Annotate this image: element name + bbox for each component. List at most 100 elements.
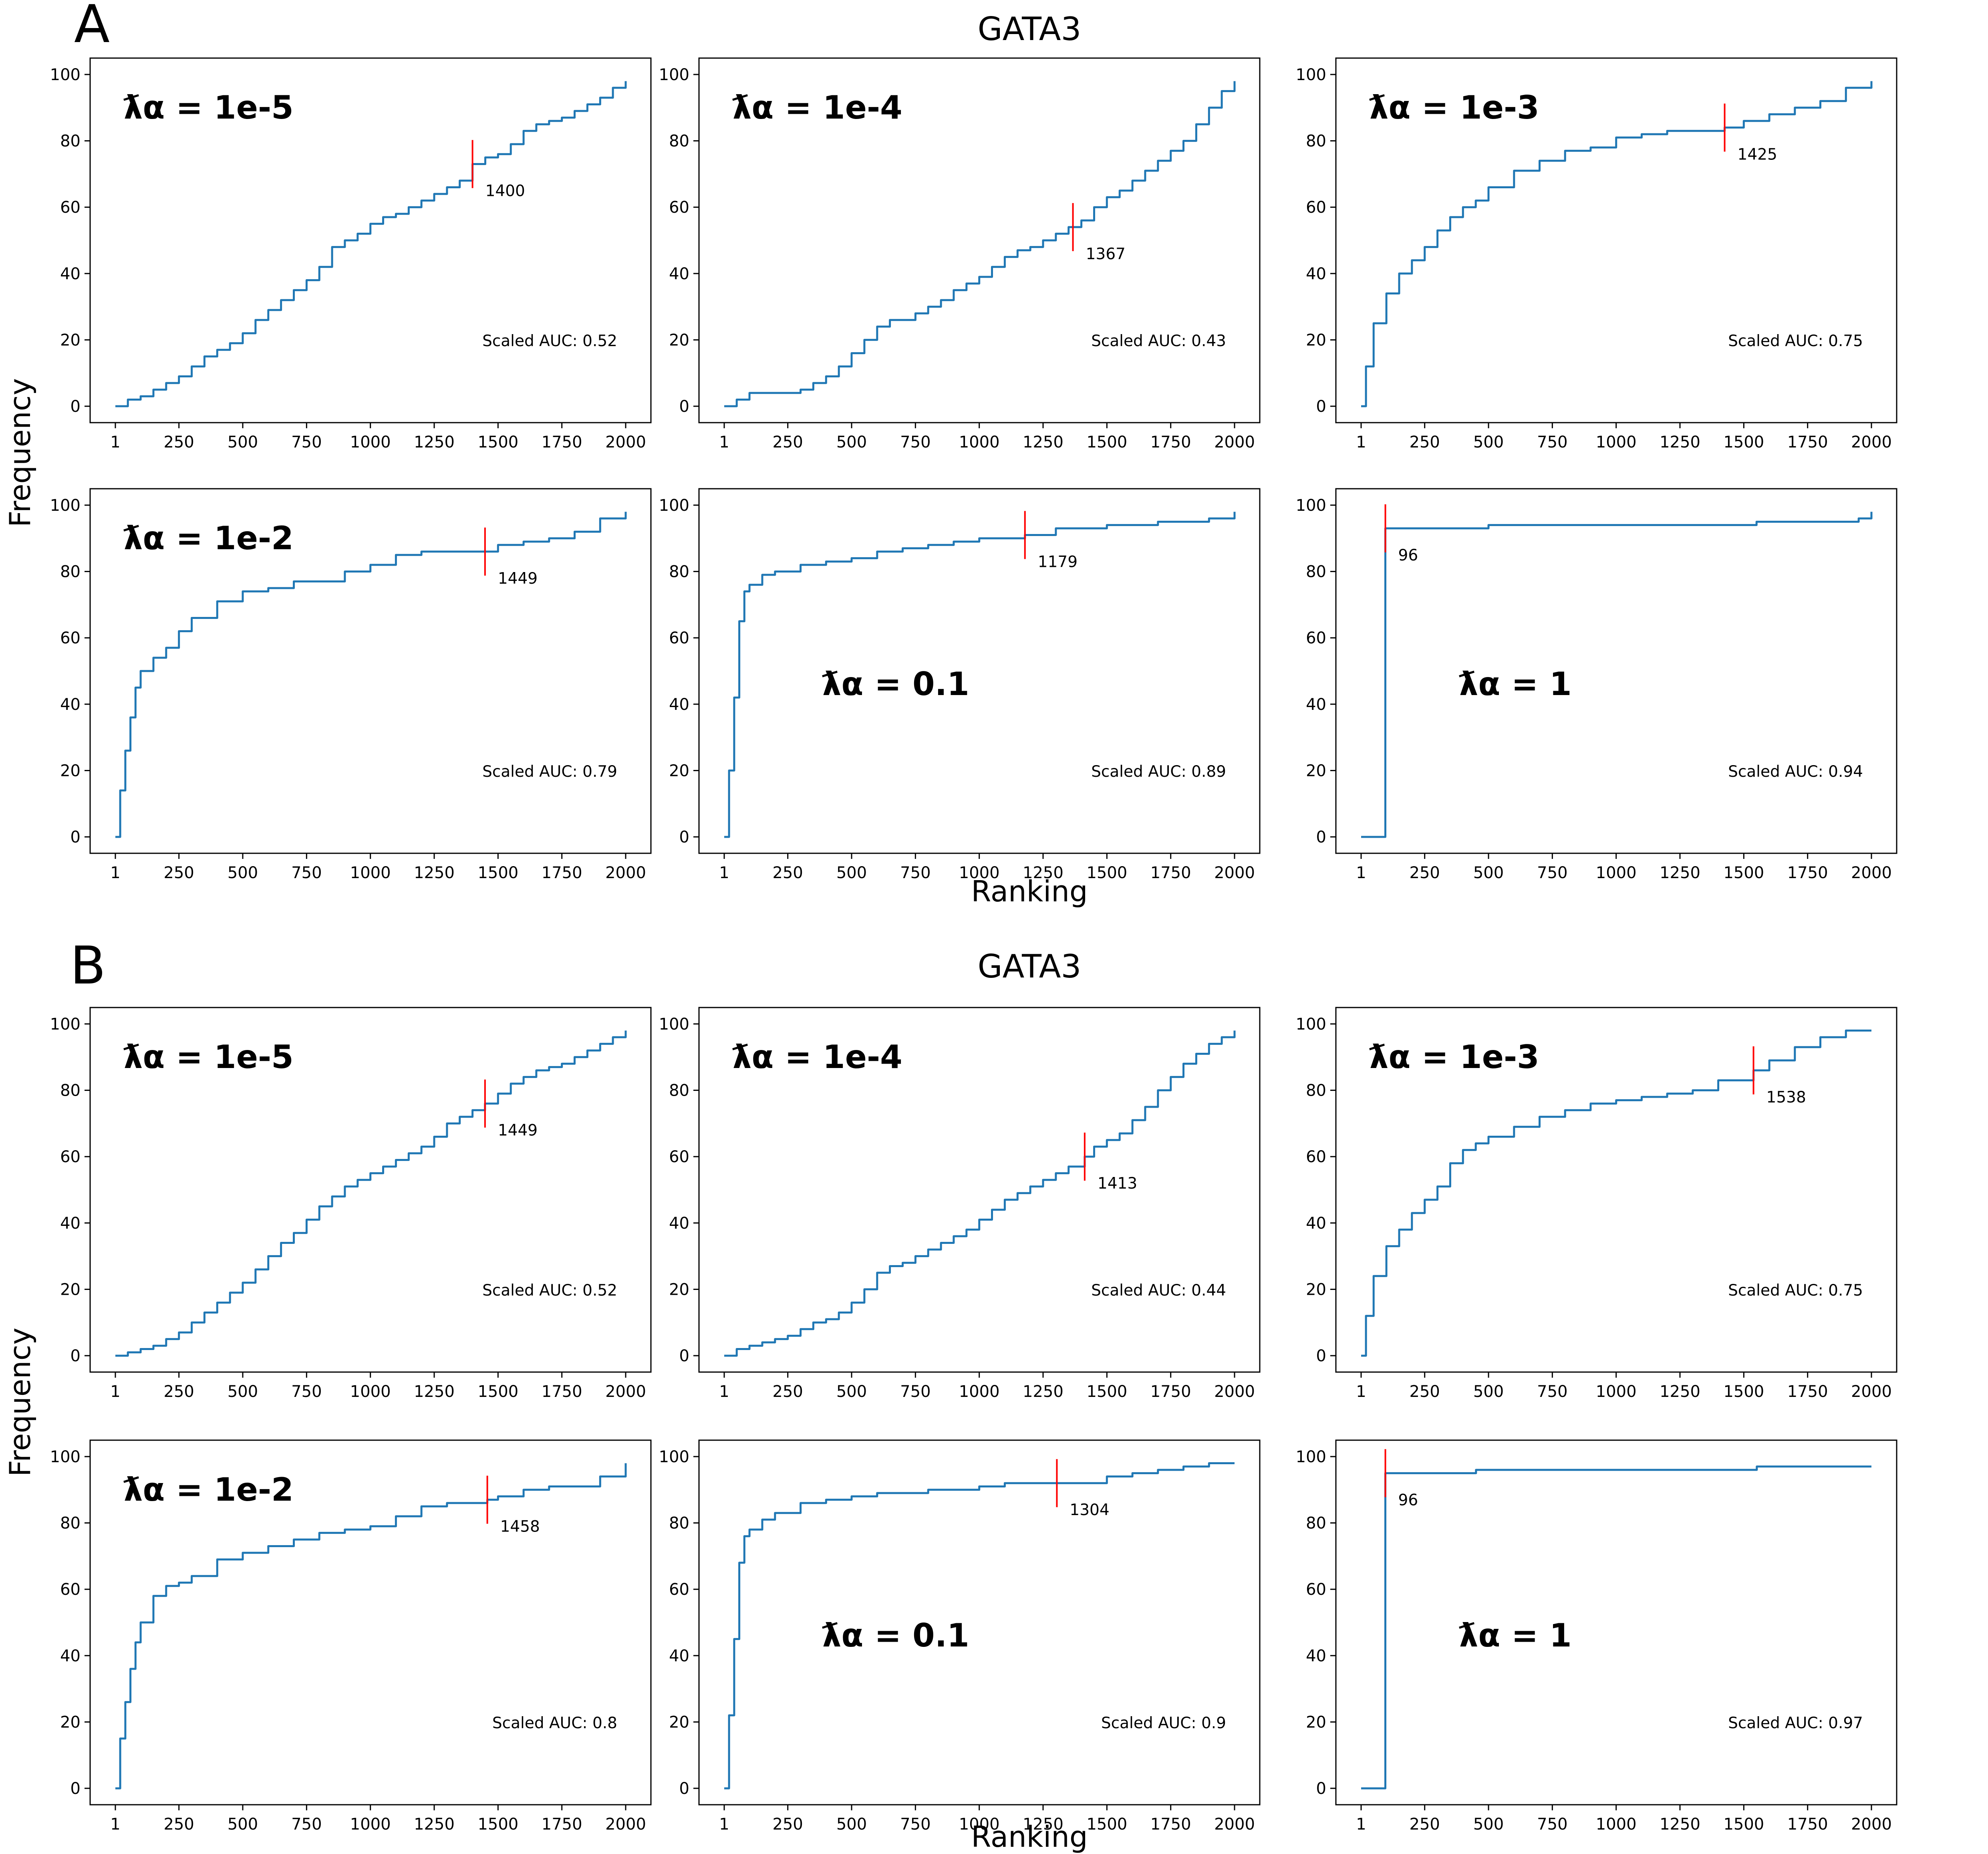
x-tick-label: 1250	[1023, 864, 1063, 882]
y-tick-label: 80	[669, 563, 689, 581]
x-tick-label: 500	[228, 433, 258, 451]
panel-a-plot-5-lambda-label: ƛα = 0.1	[822, 665, 969, 703]
x-tick-label: 1000	[350, 1382, 391, 1401]
x-tick-label: 1000	[1596, 864, 1637, 882]
x-tick-label: 1250	[414, 864, 455, 882]
panel-b-plot-5: 1 250 500 750 1000 1250 1500 1750 20000204060801…	[659, 1439, 1261, 1834]
y-tick-label: 60	[1306, 1580, 1326, 1599]
y-tick-label: 60	[60, 198, 81, 217]
x-tick-label: 1250	[414, 433, 455, 451]
panel-a-title: GATA3	[978, 10, 1082, 48]
x-tick-label: 1750	[1150, 864, 1191, 882]
x-tick-label: 1000	[1596, 433, 1637, 451]
y-tick-label: 20	[1306, 1280, 1326, 1299]
x-tick-label: 1500	[1723, 864, 1764, 882]
x-tick-label: 1750	[1150, 433, 1191, 451]
x-tick-label: 1750	[542, 1382, 582, 1401]
panel-b-plot-6-curve	[1361, 1465, 1871, 1790]
y-tick-label: 40	[1306, 1647, 1326, 1665]
y-tick-label: 20	[60, 331, 81, 349]
x-tick-label: 2000	[1851, 1382, 1892, 1401]
y-tick-label: 40	[669, 1647, 689, 1665]
x-tick-label: 1000	[350, 1815, 391, 1834]
panel-a-plot-2-marker-label: 1367	[1086, 245, 1126, 263]
y-tick-label: 40	[1306, 695, 1326, 714]
panel-b-plot-3-curve	[1361, 1030, 1871, 1357]
x-tick-label: 1750	[542, 1815, 582, 1834]
panel-b-plot-3: 1 250 500 750 1000 1250 1500 1750 20000204060801…	[1296, 1007, 1897, 1401]
x-tick-label: 500	[228, 1815, 258, 1834]
x-tick-label: 1250	[1660, 433, 1700, 451]
panel-a-plot-6: 1 250 500 750 1000 1250 1500 1750 20000204060801…	[1296, 488, 1897, 882]
subplots-layer: 1 250 500 750 1000 1250 1500 1750 20000204060801…	[50, 57, 1897, 1834]
panel-a-plot-4-lambda-label: ƛα = 1e-2	[123, 520, 294, 557]
panel-a-plot-1: 1 250 500 750 1000 1250 1500 1750 20000204060801…	[50, 57, 652, 451]
panel-b-plot-1-auc-label: Scaled AUC: 0.52	[482, 1282, 617, 1300]
panel-a-plot-6-auc-label: Scaled AUC: 0.94	[1728, 763, 1863, 781]
panel-a-plot-2: 1 250 500 750 1000 1250 1500 1750 20000204060801…	[659, 57, 1261, 451]
panel-b-plot-6-lambda-label: ƛα = 1	[1459, 1617, 1572, 1654]
x-tick-label: 1	[110, 1815, 120, 1834]
x-tick-label: 1	[1356, 1382, 1366, 1401]
y-tick-label: 80	[1306, 1082, 1326, 1100]
x-tick-label: 1000	[350, 433, 391, 451]
x-tick-label: 500	[836, 1815, 867, 1834]
panel-a-plot-1-auc-label: Scaled AUC: 0.52	[482, 332, 617, 350]
y-tick-label: 80	[60, 1082, 81, 1100]
x-tick-label: 2000	[1214, 1815, 1255, 1834]
x-tick-label: 250	[164, 1815, 194, 1834]
x-tick-label: 750	[291, 1815, 322, 1834]
panel-b-plot-3-lambda-label: ƛα = 1e-3	[1369, 1038, 1539, 1076]
x-tick-label: 500	[1473, 1815, 1504, 1834]
x-tick-label: 2000	[1851, 1815, 1892, 1834]
x-tick-label: 250	[773, 864, 803, 882]
y-axis-label-b: Frequency	[3, 1328, 37, 1477]
x-tick-label: 1250	[414, 1382, 455, 1401]
panel-b-plot-6: 1 250 500 750 1000 1250 1500 1750 20000204060801…	[1296, 1439, 1897, 1834]
x-tick-label: 1750	[1150, 1815, 1191, 1834]
x-tick-label: 500	[836, 864, 867, 882]
y-tick-label: 100	[1296, 1448, 1326, 1466]
y-tick-label: 40	[60, 1647, 81, 1665]
x-tick-label: 500	[228, 1382, 258, 1401]
panel-a-plot-5: 1 250 500 750 1000 1250 1500 1750 20000204060801…	[659, 488, 1261, 882]
y-tick-label: 0	[70, 1779, 81, 1798]
y-tick-label: 80	[669, 1514, 689, 1533]
y-tick-label: 80	[669, 1082, 689, 1100]
panel-b-title: GATA3	[978, 948, 1082, 985]
x-tick-label: 1500	[1086, 864, 1127, 882]
y-tick-label: 40	[1306, 1214, 1326, 1233]
panel-a-plot-3-curve	[1361, 81, 1873, 407]
y-tick-label: 0	[1316, 828, 1326, 846]
panel-a-plot-1-lambda-label: ƛα = 1e-5	[123, 89, 294, 126]
panel-a-plot-4-marker-label: 1449	[498, 570, 538, 588]
x-tick-label: 1500	[1086, 1382, 1127, 1401]
y-tick-label: 100	[50, 496, 81, 515]
y-tick-label: 20	[669, 1280, 689, 1299]
y-tick-label: 20	[1306, 1713, 1326, 1731]
x-tick-label: 1500	[477, 1382, 518, 1401]
x-tick-label: 750	[291, 864, 322, 882]
panel-a-plot-3-marker-label: 1425	[1738, 145, 1777, 163]
x-tick-label: 250	[773, 1815, 803, 1834]
panel-a-plot-5-frame	[698, 488, 1261, 854]
panel-b-plot-4-auc-label: Scaled AUC: 0.8	[492, 1714, 617, 1732]
x-tick-label: 1750	[1150, 1382, 1191, 1401]
y-tick-label: 0	[70, 828, 81, 846]
y-tick-label: 60	[669, 1148, 689, 1166]
y-tick-label: 20	[1306, 331, 1326, 349]
y-tick-label: 0	[1316, 1347, 1326, 1365]
y-tick-label: 40	[60, 695, 81, 714]
x-tick-label: 1250	[1023, 1382, 1063, 1401]
y-tick-label: 100	[1296, 66, 1326, 84]
x-axis-label-b: Ranking	[971, 1820, 1088, 1854]
x-tick-label: 2000	[605, 864, 646, 882]
y-tick-label: 40	[669, 1214, 689, 1233]
x-tick-label: 250	[164, 433, 194, 451]
x-tick-label: 750	[1537, 1382, 1567, 1401]
x-tick-label: 1	[719, 433, 729, 451]
x-tick-label: 1	[719, 864, 729, 882]
y-tick-label: 80	[1306, 563, 1326, 581]
panel-a-plot-4-auc-label: Scaled AUC: 0.79	[482, 763, 617, 781]
x-tick-label: 500	[1473, 864, 1504, 882]
